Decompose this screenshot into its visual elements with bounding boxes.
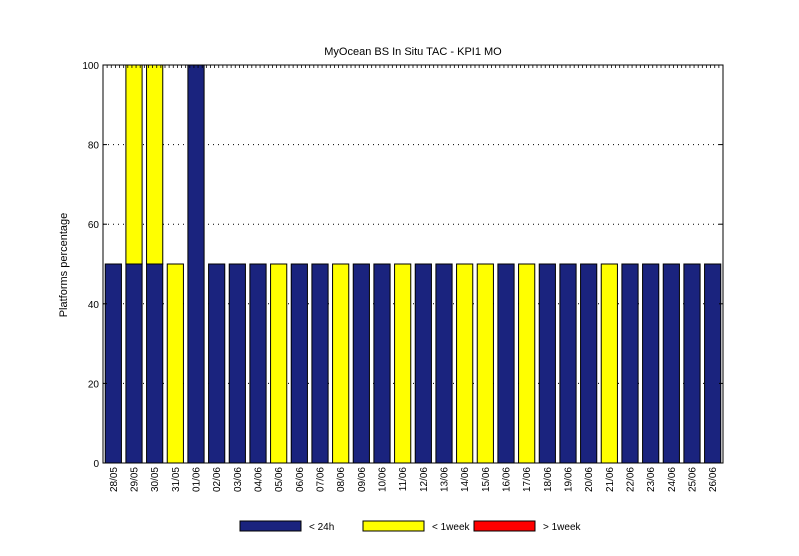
x-tick-label: 28/05 xyxy=(109,467,120,492)
bar xyxy=(600,263,618,464)
x-tick-label: 11/06 xyxy=(398,467,409,492)
bar xyxy=(146,64,164,265)
legend-label: < 1week xyxy=(432,522,471,533)
bar xyxy=(125,64,143,265)
legend-swatch xyxy=(473,520,536,532)
bar xyxy=(497,263,515,464)
bar xyxy=(414,263,432,464)
bar xyxy=(538,263,556,464)
bars xyxy=(104,64,722,464)
x-tick-label: 03/06 xyxy=(233,467,244,492)
bar xyxy=(249,263,267,464)
bar xyxy=(394,263,412,464)
x-tick-label: 30/05 xyxy=(150,467,161,492)
x-tick-label: 05/06 xyxy=(274,467,285,492)
bar xyxy=(621,263,639,464)
x-tick-label: 06/06 xyxy=(295,467,306,492)
bar xyxy=(456,263,474,464)
y-tick-labels: 0 20 40 60 80 100 xyxy=(82,61,99,470)
bar xyxy=(166,263,184,464)
bar xyxy=(704,263,722,464)
bar xyxy=(559,263,577,464)
bar xyxy=(518,263,536,464)
bar xyxy=(104,263,122,464)
x-tick-label: 25/06 xyxy=(688,467,699,492)
legend-swatch xyxy=(362,520,425,532)
x-tick-label: 21/06 xyxy=(605,467,616,492)
x-tick-label: 01/06 xyxy=(192,467,203,492)
x-tick-label: 07/06 xyxy=(316,467,327,492)
bar xyxy=(683,263,701,464)
x-tick-label: 10/06 xyxy=(378,467,389,492)
x-tick-label: 29/05 xyxy=(130,467,141,492)
x-tick-label: 13/06 xyxy=(440,467,451,492)
x-tick-label: 24/06 xyxy=(667,467,678,492)
bar xyxy=(187,64,205,464)
bar xyxy=(373,263,391,464)
legend: < 24h < 1week > 1week xyxy=(239,520,582,533)
bar xyxy=(208,263,226,464)
x-tick-label: 19/06 xyxy=(564,467,575,492)
bar xyxy=(580,263,598,464)
x-tick-label: 18/06 xyxy=(543,467,554,492)
x-tick-label: 09/06 xyxy=(357,467,368,492)
bar xyxy=(476,263,494,464)
legend-label: > 1week xyxy=(543,522,582,533)
axis-ticks xyxy=(102,64,724,464)
x-tick-label: 14/06 xyxy=(460,467,471,492)
bar xyxy=(642,263,660,464)
bar xyxy=(332,263,350,464)
x-tick-label: 15/06 xyxy=(481,467,492,492)
bar xyxy=(270,263,288,464)
bar xyxy=(146,263,164,464)
bar xyxy=(435,263,453,464)
x-tick-label: 02/06 xyxy=(212,467,223,492)
gridlines xyxy=(103,144,723,384)
y-tick-label: 100 xyxy=(82,61,99,72)
legend-swatch xyxy=(239,520,302,532)
chart-title: MyOcean BS In Situ TAC - KPI1 MO xyxy=(324,46,502,58)
x-tick-label: 17/06 xyxy=(522,467,533,492)
bar xyxy=(311,263,329,464)
bar xyxy=(125,263,143,464)
y-axis-label: Platforms percentage xyxy=(58,213,70,318)
y-tick-label: 60 xyxy=(88,220,100,231)
y-tick-label: 40 xyxy=(88,300,100,311)
y-tick-label: 0 xyxy=(93,459,99,470)
x-tick-label: 26/06 xyxy=(708,467,719,492)
bar xyxy=(662,263,680,464)
y-tick-label: 20 xyxy=(88,379,100,390)
bar xyxy=(290,263,308,464)
bar xyxy=(228,263,246,464)
x-tick-label: 22/06 xyxy=(626,467,637,492)
x-tick-label: 23/06 xyxy=(646,467,657,492)
x-tick-label: 08/06 xyxy=(336,467,347,492)
x-tick-label: 20/06 xyxy=(584,467,595,492)
x-tick-label: 31/05 xyxy=(171,467,182,492)
y-tick-label: 80 xyxy=(88,141,100,152)
bar xyxy=(352,263,370,464)
x-tick-label: 04/06 xyxy=(254,467,265,492)
x-tick-label: 12/06 xyxy=(419,467,430,492)
x-tick-labels: 28/05 29/05 30/05 31/05 01/06 02/06 03/06 04/06… xyxy=(109,467,719,492)
legend-label: < 24h xyxy=(309,522,334,533)
x-tick-label: 16/06 xyxy=(502,467,513,492)
